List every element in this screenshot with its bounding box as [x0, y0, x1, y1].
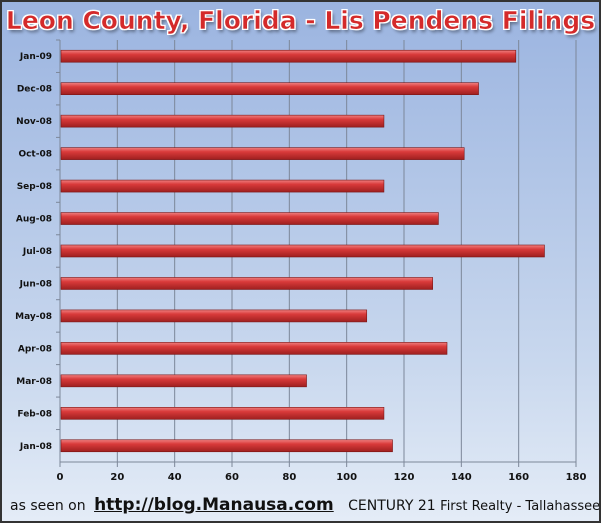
y-tick-label: May-08	[15, 312, 52, 322]
bar	[60, 439, 393, 453]
bar	[60, 179, 385, 193]
blog-link[interactable]: http://blog.Manausa.com	[94, 495, 334, 515]
x-tick-label: 160	[508, 472, 529, 483]
y-tick-label: Apr-08	[18, 344, 52, 354]
footer: as seen on http://blog.Manausa.com CENTU…	[10, 495, 601, 515]
y-tick-label: Jan-08	[19, 442, 52, 452]
x-tick-label: 180	[566, 472, 587, 483]
y-tick-label: Nov-08	[16, 117, 52, 127]
y-tick-label: Jul-08	[22, 247, 52, 257]
x-tick-label: 120	[394, 472, 415, 483]
x-tick-label: 100	[336, 472, 357, 483]
bar	[60, 49, 517, 63]
y-tick-label: Sep-08	[17, 182, 52, 192]
bar	[60, 212, 439, 225]
y-tick-label: Mar-08	[16, 377, 52, 387]
footer-suffix: First Realty - Tallahassee, FL	[440, 499, 601, 514]
y-tick-label: Oct-08	[18, 150, 52, 160]
bar	[60, 374, 307, 388]
y-tick-label: Jun-08	[19, 279, 52, 289]
footer-prefix: as seen on	[10, 498, 86, 514]
chart-title: Leon County, Florida - Lis Pendens Filin…	[5, 6, 596, 36]
bar	[60, 407, 385, 420]
y-tick-label: Feb-08	[17, 409, 52, 419]
bar	[60, 244, 545, 258]
x-tick-label: 40	[168, 472, 182, 483]
x-tick-label: 140	[451, 472, 472, 483]
footer-brand: CENTURY 21	[348, 498, 436, 514]
bar	[60, 82, 479, 95]
x-tick-label: 60	[225, 472, 239, 483]
bar	[60, 342, 448, 355]
y-tick-label: Aug-08	[16, 215, 52, 225]
bar	[60, 114, 385, 128]
bar	[60, 277, 433, 290]
x-tick-label: 20	[110, 472, 124, 483]
x-tick-label: 0	[57, 472, 64, 483]
bar	[60, 309, 368, 323]
y-tick-label: Jan-09	[19, 52, 52, 62]
x-tick-label: 80	[282, 472, 296, 483]
bar	[60, 147, 465, 160]
y-tick-label: Dec-08	[17, 85, 52, 95]
